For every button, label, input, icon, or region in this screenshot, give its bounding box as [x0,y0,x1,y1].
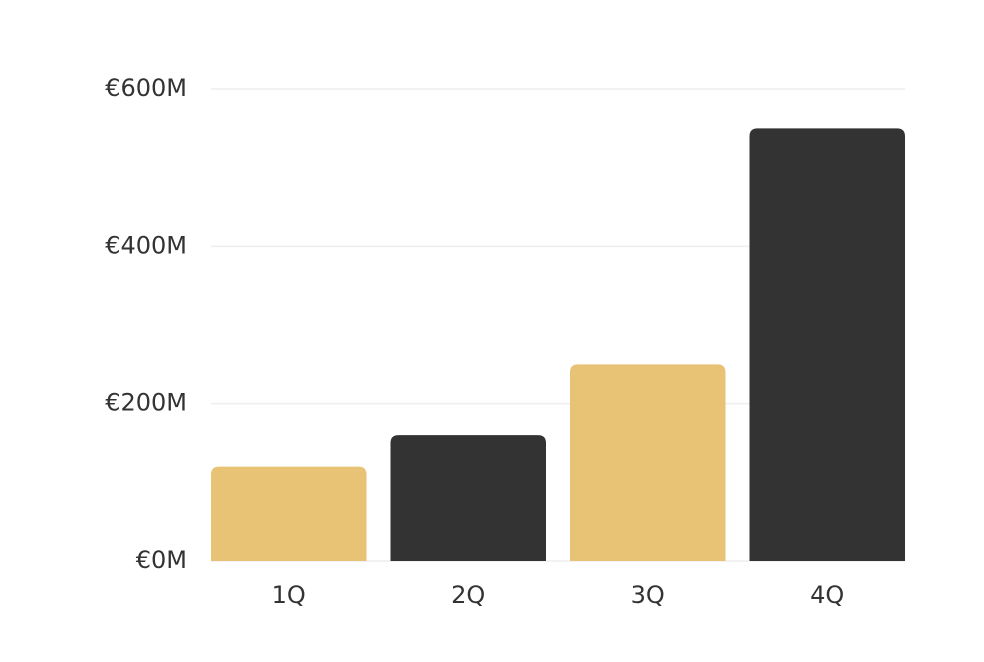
y-tick-label: €0M [136,546,187,574]
y-tick-label: €400M [105,231,187,259]
bar [570,364,726,561]
bar [749,128,905,562]
y-tick-label: €200M [105,389,187,417]
x-tick-label: 2Q [451,581,485,609]
x-tick-label: 4Q [810,581,844,609]
bar [390,435,546,561]
bar [211,466,367,561]
x-tick-label: 1Q [272,581,306,609]
x-tick-label: 3Q [631,581,665,609]
y-tick-label: €600M [105,74,187,102]
